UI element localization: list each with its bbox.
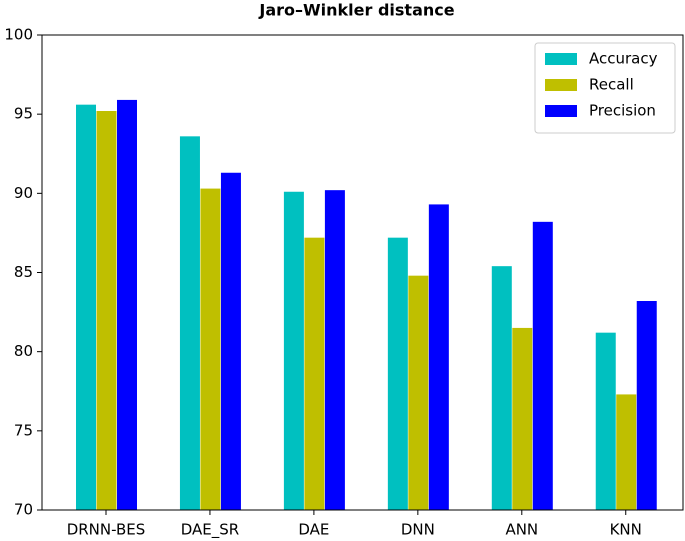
plot-frame xyxy=(41,34,684,511)
bar xyxy=(179,136,200,511)
bar xyxy=(283,191,304,510)
y-tick-label: 80 xyxy=(14,342,33,360)
legend-swatch xyxy=(545,79,577,91)
bar xyxy=(220,172,241,510)
y-tick-label: 85 xyxy=(14,263,33,281)
bar xyxy=(491,266,512,510)
bar xyxy=(595,332,616,510)
bar xyxy=(636,301,657,510)
y-tick-label: 75 xyxy=(14,421,33,439)
legend-swatch xyxy=(545,105,577,117)
x-tick-label: ANN xyxy=(505,521,538,539)
y-tick-label: 100 xyxy=(4,26,33,44)
x-tick-label: DNN xyxy=(401,521,435,539)
bar xyxy=(76,104,96,511)
bar xyxy=(304,237,325,510)
y-tick-label: 70 xyxy=(14,501,33,519)
bar xyxy=(200,188,221,511)
bar xyxy=(512,327,533,510)
bar xyxy=(324,190,345,510)
x-tick-label: KNN xyxy=(610,521,642,539)
bar xyxy=(387,237,408,510)
legend-swatch xyxy=(545,53,577,65)
x-tick-label: DAE xyxy=(298,521,329,539)
chart-title: Jaro–Winkler distance xyxy=(258,1,454,20)
legend-label: Accuracy xyxy=(589,50,658,68)
x-tick-label: DAE_SR xyxy=(181,521,239,540)
bar xyxy=(117,99,137,511)
bar xyxy=(408,275,429,510)
bar xyxy=(96,111,117,510)
legend-label: Precision xyxy=(589,102,656,120)
y-tick-label: 90 xyxy=(14,184,33,202)
bar xyxy=(616,394,637,510)
x-tick-label: DRNN-BES xyxy=(67,521,146,539)
bar xyxy=(532,221,553,511)
legend-label: Recall xyxy=(589,76,634,94)
y-tick-label: 95 xyxy=(14,105,33,123)
bar xyxy=(428,204,449,510)
